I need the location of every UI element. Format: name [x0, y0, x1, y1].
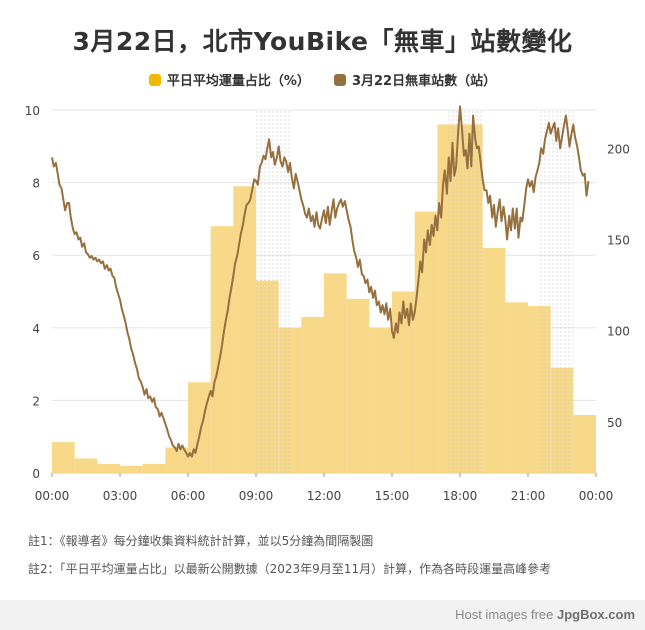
legend-label-line: 3月22日無車站數（站）	[351, 74, 497, 89]
y-left-tick-label: 2	[32, 394, 40, 408]
line-series	[51, 105, 590, 458]
x-tick-label: 12:00	[307, 489, 342, 503]
bar	[505, 302, 528, 473]
bar	[120, 465, 143, 473]
peak-shading	[539, 110, 574, 473]
bar	[97, 463, 120, 473]
bar	[142, 463, 166, 473]
x-tick-label: 15:00	[375, 489, 410, 503]
y-right-tick-label: 150	[607, 234, 630, 248]
x-tick-label: 06:00	[171, 489, 206, 503]
watermark-brand: JpgBox.com	[556, 607, 635, 622]
legend-item-bars: 平日平均運量占比（%）	[148, 70, 310, 89]
legend: 平日平均運量占比（%） 3月22日無車站數（站）	[0, 70, 645, 89]
bar	[414, 211, 438, 473]
x-tick-label: 03:00	[103, 489, 138, 503]
bar	[482, 247, 506, 473]
bar	[369, 327, 392, 473]
y-right-tick-label: 200	[607, 142, 630, 156]
y-left-tick-label: 6	[32, 249, 40, 263]
y-left-tick-label: 8	[32, 177, 40, 191]
legend-swatch-bars	[148, 73, 161, 86]
y-left-tick-label: 10	[25, 104, 40, 118]
peak-shading	[256, 110, 290, 473]
bar	[301, 316, 324, 473]
bar	[233, 186, 256, 473]
bar	[52, 442, 75, 473]
bar	[74, 458, 98, 473]
legend-swatch-line	[333, 73, 346, 86]
footnote-2: 註2：「平日平均運量占比」以最新公開數據（2023年9月至11月）計算，作為各時…	[28, 562, 552, 576]
bar	[188, 382, 211, 473]
y-left-tick-label: 0	[32, 467, 40, 481]
watermark: Host images free JpgBox.com	[455, 607, 635, 622]
y-left-tick-label: 4	[32, 322, 40, 336]
x-tick-label: 09:00	[239, 489, 274, 503]
x-tick-label: 00:00	[35, 489, 70, 503]
footnote-1: 註1：《報導者》每分鐘收集資料統計計算，並以5分鐘為間隔製圖	[28, 534, 374, 548]
legend-item-line: 3月22日無車站數（站）	[333, 70, 497, 89]
bar	[573, 414, 596, 473]
bar	[165, 447, 188, 473]
watermark-prefix: Host images free	[455, 607, 554, 622]
x-tick-label: 18:00	[443, 489, 478, 503]
legend-label-bars: 平日平均運量占比（%）	[166, 74, 310, 89]
bar	[392, 291, 415, 473]
x-tick-label: 21:00	[511, 489, 546, 503]
chart-title: 3月22日，北市YouBike「無車」站數變化	[72, 27, 573, 56]
x-tick-label: 00:00	[579, 489, 614, 503]
bar	[346, 298, 370, 473]
y-right-tick-label: 50	[607, 416, 622, 430]
y-right-tick-label: 100	[607, 325, 630, 339]
bar	[324, 273, 347, 473]
watermark-bar: Host images free JpgBox.com	[0, 600, 645, 630]
chart-plot: 0 2 4 6 8 10 50 100 150 200 00:00 03:00 06:00 09:00 12…	[25, 104, 630, 503]
